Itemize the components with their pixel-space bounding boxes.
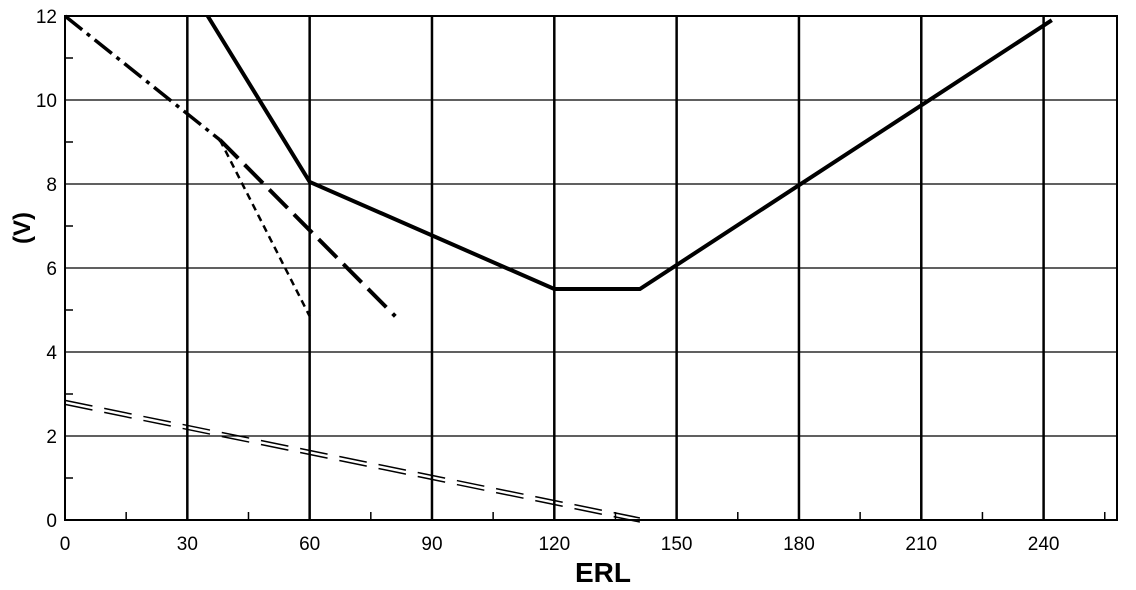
series-line-1 (63, 14, 221, 142)
y-tick-label-6: 6 (46, 259, 57, 280)
x-tick-label-120: 120 (538, 534, 570, 555)
y-tick-label-0: 0 (46, 511, 57, 532)
series-group (63, 14, 1053, 523)
x-tick-label-150: 150 (661, 534, 693, 555)
x-tick-label-90: 90 (421, 534, 442, 555)
series-line-4 (64, 399, 641, 523)
x-tick-label-0: 0 (60, 534, 71, 555)
x-tick-labels: 0 30 60 90 120 150 180 210 240 (60, 534, 1060, 555)
series-line-0 (205, 14, 1053, 291)
plot-frame (64, 15, 1118, 521)
y-tick-label-12: 12 (36, 7, 57, 28)
grid (65, 16, 1117, 520)
x-tick-label-210: 210 (905, 534, 937, 555)
x-tick-label-30: 30 (177, 534, 198, 555)
series-line-4-stroke (64, 399, 641, 519)
x-tick-label-60: 60 (299, 534, 320, 555)
y-tick-label-10: 10 (36, 91, 57, 112)
x-tick-label-180: 180 (783, 534, 815, 555)
x-axis-title: ERL (575, 557, 631, 588)
y-tick-label-4: 4 (46, 343, 57, 364)
y-tick-label-2: 2 (46, 427, 57, 448)
minor-ticks (65, 57, 1106, 520)
series-line-2 (218, 138, 397, 318)
y-tick-label-8: 8 (46, 175, 57, 196)
series-line-3 (218, 139, 311, 317)
y-tick-labels: 0 2 4 6 8 10 12 (36, 7, 58, 532)
x-tick-label-240: 240 (1028, 534, 1060, 555)
series-line-4-stroke (64, 403, 641, 523)
y-axis-title: (V) (9, 212, 36, 244)
